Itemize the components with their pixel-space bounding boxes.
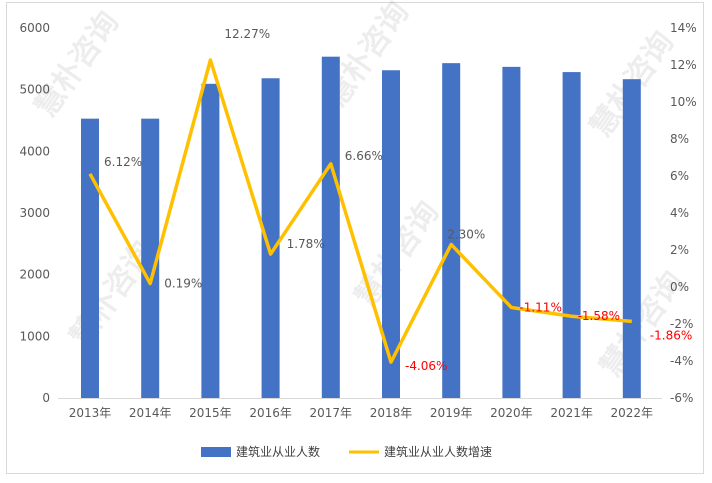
x-tick-label: 2015年: [189, 406, 232, 420]
right-tick-label: -4%: [670, 354, 693, 368]
bar: [261, 78, 280, 398]
watermark-layer: 慧朴咨询慧朴咨询慧朴咨询慧朴咨询慧朴咨询慧朴咨询: [28, 0, 690, 384]
line-data-label: 1.78%: [287, 237, 325, 251]
x-tick-label: 2017年: [310, 406, 353, 420]
bar: [201, 83, 220, 398]
line-data-label: -1.11%: [519, 301, 561, 315]
left-tick-label: 3000: [19, 206, 50, 220]
right-tick-label: 0%: [670, 280, 689, 294]
line-data-label: 6.12%: [104, 155, 142, 169]
x-tick-label: 2021年: [550, 406, 593, 420]
line-data-label: 0.19%: [164, 276, 202, 290]
x-tick-label: 2014年: [129, 406, 172, 420]
line-data-label: -1.86%: [650, 328, 692, 342]
right-tick-label: 12%: [670, 58, 697, 72]
right-tick-label: 2%: [670, 243, 689, 257]
left-tick-label: 1000: [19, 329, 50, 343]
x-tick-label: 2016年: [249, 406, 292, 420]
right-tick-label: 4%: [670, 206, 689, 220]
left-tick-label: 2000: [19, 268, 50, 282]
bar: [622, 79, 641, 398]
x-tick-label: 2022年: [611, 406, 654, 420]
line-data-label: 6.66%: [345, 149, 383, 163]
line-data-label: 12.27%: [224, 27, 270, 41]
bar: [382, 70, 400, 398]
right-tick-label: 14%: [670, 21, 697, 35]
line-data-label: 2.30%: [447, 227, 485, 241]
line-data-labels: 6.12% 0.19% 12.27% 1.78% 6.66% -4.06% 2.30% -1.…: [104, 27, 692, 373]
right-tick-label: -6%: [670, 391, 693, 405]
legend-label-bars: 建筑业从业人数: [236, 444, 320, 459]
x-axis: 2013年 2014年 2015年 2016年 2017年 2018年 2019年 2020年…: [69, 406, 653, 420]
x-tick-label: 2018年: [370, 406, 413, 420]
left-tick-label: 6000: [19, 21, 50, 35]
line-series: [88, 58, 632, 364]
bar: [562, 72, 581, 398]
right-tick-label: -2%: [670, 317, 693, 331]
bar: [502, 66, 521, 398]
left-tick-label: 4000: [19, 144, 50, 158]
legend: 建筑业从业人数 建筑业从业人数增速: [201, 444, 492, 459]
bar-series: [81, 56, 641, 399]
line-data-label: -4.06%: [405, 359, 447, 373]
right-tick-label: 8%: [670, 132, 689, 146]
line-data-label: -1.58%: [578, 309, 620, 323]
x-tick-label: 2013年: [69, 406, 112, 420]
legend-swatch-bars: [201, 447, 231, 457]
x-tick-label: 2019年: [430, 406, 473, 420]
left-axis: 0 1000 2000 3000 4000 5000 6000: [19, 21, 50, 405]
right-tick-label: 6%: [670, 169, 689, 183]
legend-label-line: 建筑业从业人数增速: [384, 444, 492, 459]
right-axis: -6% -4% -2% 0% 2% 4% 6% 8% 10% 12% 14%: [670, 21, 697, 405]
bar: [442, 63, 461, 399]
bar: [321, 56, 340, 399]
right-tick-label: 10%: [670, 95, 697, 109]
bar: [81, 118, 99, 399]
growth-line: [88, 58, 632, 364]
bar: [141, 118, 160, 399]
x-tick-label: 2020年: [490, 406, 533, 420]
left-tick-label: 0: [42, 391, 50, 405]
left-tick-label: 5000: [19, 83, 50, 97]
